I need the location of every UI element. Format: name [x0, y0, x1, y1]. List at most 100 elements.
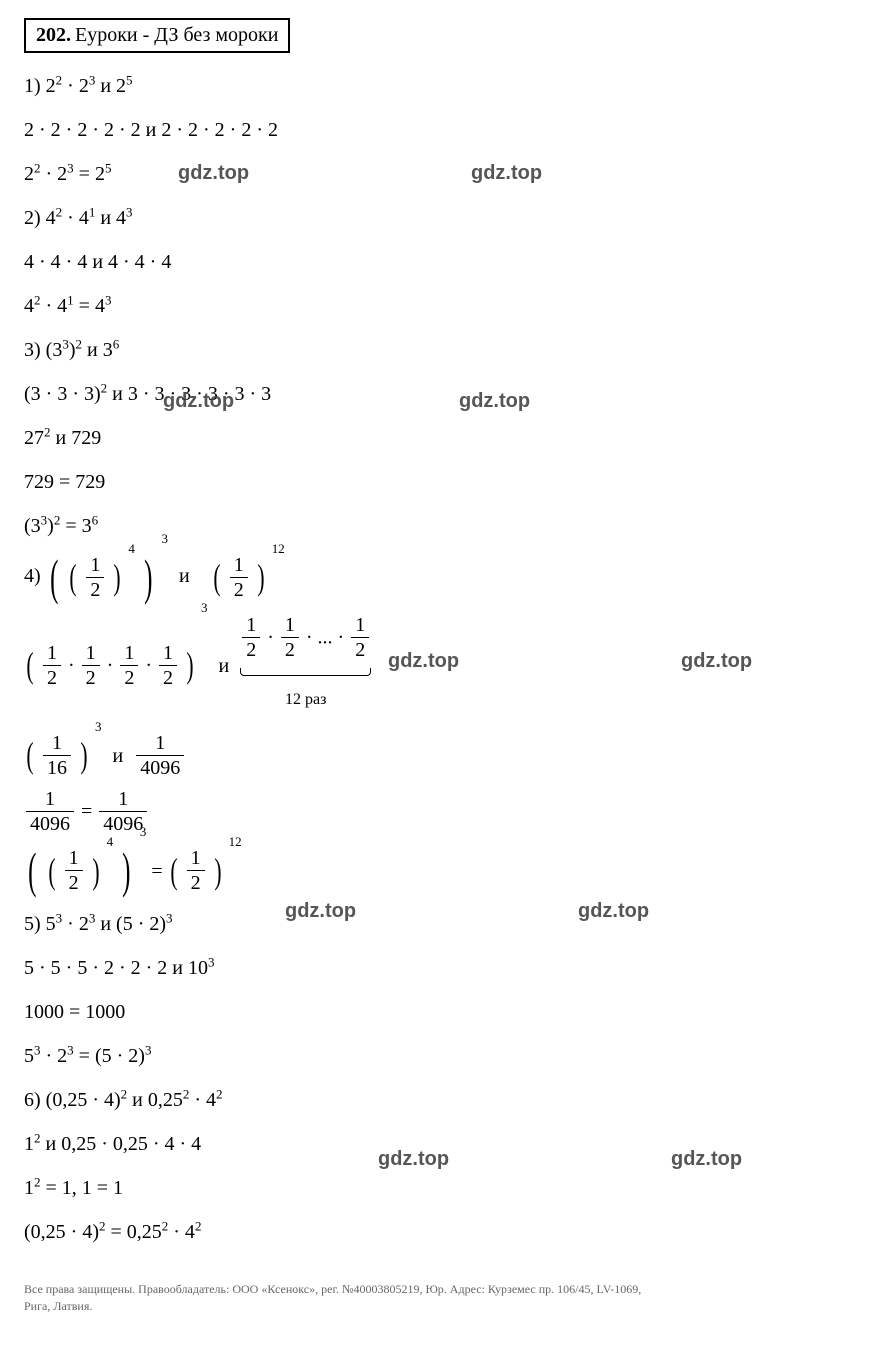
footer: Все права защищены. Правообладатель: ООО…	[24, 1281, 869, 1315]
problem-line: ( ( 12 ) 4 ) 3 = ( 12 ) 12	[24, 842, 869, 899]
numerator: 1	[159, 641, 177, 666]
denominator: 2	[43, 666, 61, 690]
numerator: 1	[86, 553, 104, 578]
numerator: 1	[187, 846, 205, 871]
denominator: 2	[230, 578, 248, 602]
exponent: 6	[92, 512, 99, 527]
denominator: 2	[82, 666, 100, 690]
fraction: 14096	[136, 731, 184, 780]
problem-line: 3) (33)2 и 36	[24, 331, 869, 369]
watermark: gdz.top	[378, 1148, 449, 1171]
watermark: gdz.top	[681, 650, 752, 673]
watermark: gdz.top	[388, 650, 459, 673]
footer-text: Все права защищены. Правообладатель: ООО…	[24, 1281, 869, 1298]
problem-line: 5) 53 · 23 и (5 · 2)3	[24, 905, 869, 943]
denominator: 2	[351, 638, 369, 662]
exponent: 4	[128, 541, 135, 556]
exponent: 5	[126, 72, 133, 87]
fraction: 12	[230, 553, 248, 602]
fraction: 12	[120, 641, 138, 690]
text: = 4	[74, 295, 105, 317]
paren: (	[28, 853, 36, 888]
watermark: gdz.top	[285, 900, 356, 923]
header-box: 202. Еуроки - ДЗ без мороки	[24, 18, 290, 53]
exponent: 3	[95, 719, 102, 734]
text: 5	[24, 1045, 34, 1067]
denominator: 2	[86, 578, 104, 602]
text: (3 · 3 · 3)	[24, 383, 101, 405]
problem-line: 22 · 23 = 25	[24, 155, 869, 193]
watermark: gdz.top	[178, 162, 249, 185]
watermark: gdz.top	[671, 1148, 742, 1171]
text: · 2	[62, 75, 89, 97]
text: и 0,25	[127, 1089, 183, 1111]
denominator: 4096	[26, 812, 74, 836]
fraction: 12	[82, 641, 100, 690]
numerator: 1	[26, 787, 74, 812]
problem-line: 272 и 729	[24, 419, 869, 457]
paren: )	[122, 853, 130, 888]
exponent: 3	[166, 910, 173, 925]
text: 2	[24, 163, 34, 185]
problem-line: 2 · 2 · 2 · 2 · 2 и 2 · 2 · 2 · 2 · 2	[24, 111, 869, 149]
text: 1	[24, 1177, 34, 1199]
watermark: gdz.top	[163, 390, 234, 413]
problem-line: (3 · 3 · 3)2 и 3 · 3 · 3 · 3 · 3 · 3	[24, 375, 869, 413]
text: 2) 4	[24, 207, 56, 229]
text: 1	[24, 1133, 34, 1155]
denominator: 2	[65, 871, 83, 895]
numerator: 1	[43, 641, 61, 666]
text: = (5 · 2)	[74, 1045, 145, 1067]
problem-line: 1) 22 · 23 и 25	[24, 67, 869, 105]
problem-line: 2) 42 · 41 и 43	[24, 199, 869, 237]
problem-line: 1000 = 1000	[24, 993, 869, 1031]
text: = 0,25	[105, 1221, 161, 1243]
paren: )	[144, 560, 152, 595]
text: 1) 2	[24, 75, 56, 97]
text: и 729	[51, 427, 102, 449]
problem-number: 202.	[36, 24, 71, 46]
text: (3	[24, 515, 41, 537]
text: · 2	[62, 913, 89, 935]
header-title: Еуроки - ДЗ без мороки	[75, 24, 278, 46]
denominator: 2	[281, 638, 299, 662]
fraction: 12	[86, 553, 104, 602]
denominator: 2	[242, 638, 260, 662]
text: · 4	[62, 207, 89, 229]
text: · 4	[168, 1221, 195, 1243]
problem-line: ( 116 ) 3 и 14096	[24, 729, 869, 780]
text: · 2	[41, 163, 68, 185]
text: =	[81, 800, 97, 822]
text: 5) 5	[24, 913, 56, 935]
problem-line: 14096 = 14096	[24, 787, 869, 836]
fraction: 116	[43, 731, 71, 780]
denominator: 16	[43, 756, 71, 780]
denominator: 2	[187, 871, 205, 895]
text: 27	[24, 427, 44, 449]
numerator: 1	[351, 613, 369, 638]
paren: )	[80, 741, 87, 770]
exponent: 5	[105, 160, 112, 175]
paren: (	[170, 857, 177, 886]
paren: (	[48, 857, 55, 886]
text: · 2	[41, 1045, 68, 1067]
problem-line: 729 = 729	[24, 463, 869, 501]
text: 6) (0,25 · 4)	[24, 1089, 121, 1111]
numerator: 1	[136, 731, 184, 756]
paren: (	[50, 560, 58, 595]
exponent: 3	[105, 292, 112, 307]
paren: )	[186, 651, 193, 680]
fraction: 12	[43, 641, 61, 690]
underbrace: 12 · 12 · ... · 12 12 раз	[240, 608, 371, 723]
exponent: 3	[161, 531, 168, 546]
problem-line: 5 · 5 · 5 · 2 · 2 · 2 и 103	[24, 949, 869, 987]
fraction: 12	[281, 613, 299, 662]
exponent: 3	[201, 600, 208, 615]
exponent: 3	[126, 204, 133, 219]
problem-line: 6) (0,25 · 4)2 и 0,252 · 42	[24, 1081, 869, 1119]
text: и 2	[95, 75, 126, 97]
text: и 0,25 · 0,25 · 4 · 4	[41, 1133, 202, 1155]
denominator: 4096	[136, 756, 184, 780]
text: )	[69, 339, 76, 361]
text: и 3	[82, 339, 113, 361]
